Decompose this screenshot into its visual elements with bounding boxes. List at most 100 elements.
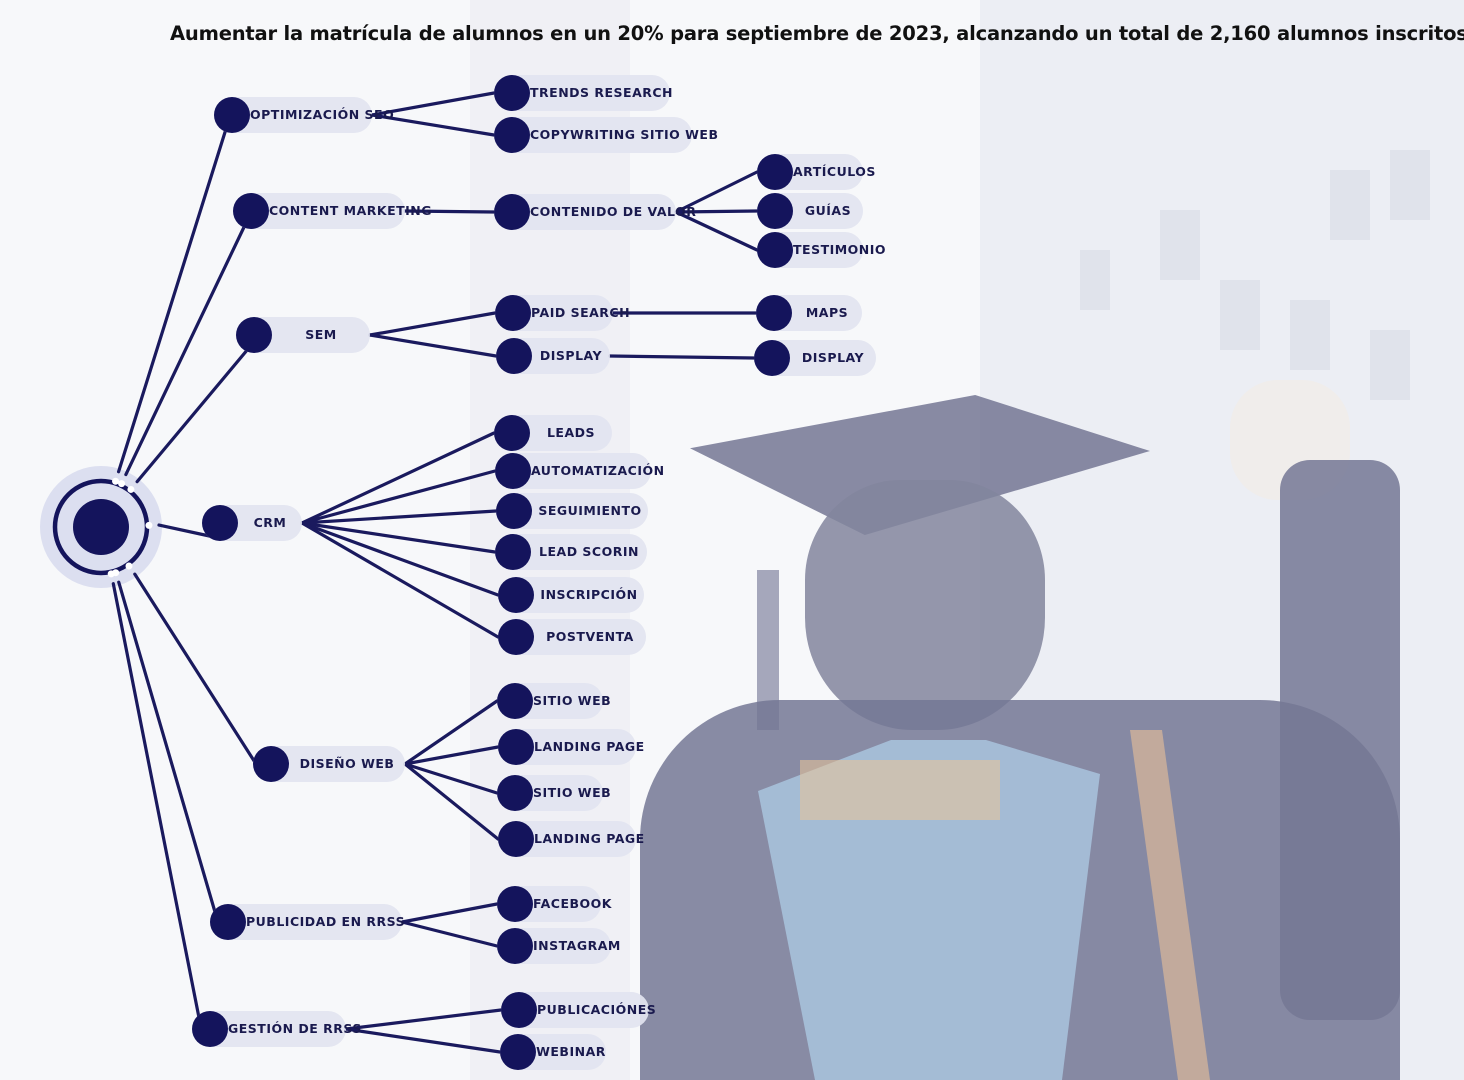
branch-0-child-0-label: TRENDS RESEARCH [530,85,674,100]
branch-2-dot [236,317,272,353]
branch-3-label: CRM [253,515,287,530]
branch-3-child-0-dot [494,415,530,451]
link-branch-2-child-1 [368,333,498,358]
link-root-branch-4 [133,572,267,780]
branch-2-child-0-label: PAID SEARCH [531,305,631,320]
link-root-branch-6 [111,582,206,1045]
branch-5-child-1-dot [497,928,533,964]
branch-5-label: PUBLICIDAD EN RRSS [246,914,406,929]
link-root-branch-0 [116,127,228,474]
branch-4-child-2-dot [497,775,533,811]
link-root-branch-5 [117,580,224,938]
branch-1-child-0-leaf-2-label: TESTIMONIO [793,242,887,257]
link-branch-5-child-0 [400,902,499,924]
link-branch-6-child-1 [344,1027,502,1054]
link-branch-3-child-3 [300,521,497,554]
branch-0-dot [214,97,250,133]
link-root-branch-2 [135,347,250,484]
branch-6-child-1-dot [500,1034,536,1070]
branch-2-label: SEM [305,327,337,342]
branch-2-child-1-dot [496,338,532,374]
branch-0-child-1-dot [494,117,530,153]
branch-4-child-0-label: SITIO WEB [533,693,612,708]
branch-3-child-5-label: POSTVENTA [546,629,634,644]
branch-3-child-2-label: SEGUIMIENTO [538,503,642,518]
hub-marker-3 [145,521,153,529]
link-branch-2-child-0 [368,311,497,337]
link-branch-1-child-0-leaf-1 [674,209,759,214]
branch-3-child-3-label: LEAD SCORIN [539,544,639,559]
branch-1-dot [233,193,269,229]
link-branch-3-child-0 [300,431,496,525]
branch-2-child-0-leaf-0-label: MAPS [805,305,849,320]
branch-6-label: GESTIÓN DE RRSS [228,1021,362,1036]
link-branch-4-child-1 [403,745,500,766]
hub-marker-4 [125,562,133,570]
link-branch-3-child-2 [300,509,498,525]
link-root-branch-1 [124,223,247,477]
link-branch-6-child-0 [344,1008,503,1031]
branch-4-child-1-dot [498,729,534,765]
branch-2-child-0-dot [495,295,531,331]
branch-3-child-4-dot [498,577,534,613]
branch-6-child-1-label: WEBINAR [536,1044,606,1059]
page-title: Aumentar la matrícula de alumnos en un 2… [170,22,1464,45]
branch-3-child-0-label: LEADS [546,425,596,440]
branch-3-child-1-label: AUTOMATIZACIÓN [531,463,665,478]
branch-3-child-4-label: INSCRIPCIÓN [540,587,638,602]
link-branch-3-child-1 [300,469,497,525]
branch-4-child-2-label: SITIO WEB [533,785,612,800]
root-hub-dot [73,499,129,555]
branch-0-child-1-label: COPYWRITING SITIO WEB [530,127,719,142]
branch-5-child-0-label: FACEBOOK [533,896,612,911]
branch-4-label: DISEÑO WEB [299,756,395,771]
link-branch-4-child-0 [403,699,499,766]
branch-5-child-0-dot [497,886,533,922]
branch-1-child-0-leaf-0-label: ARTÍCULOS [793,164,876,179]
branch-1-child-0-leaf-1-label: GUÍAS [804,203,852,218]
hub-marker-0 [112,477,120,485]
branch-6-child-0-label: PUBLICACIÓNES [537,1002,657,1017]
branch-5-child-1-label: INSTAGRAM [533,938,621,953]
branch-6-dot [192,1011,228,1047]
branch-6-child-0-dot [501,992,537,1028]
hub-marker-1 [118,480,126,488]
link-branch-4-child-2 [403,762,499,795]
branch-2-child-1-label: DISPLAY [539,348,603,363]
branch-3-dot [202,505,238,541]
branch-3-child-5-dot [498,619,534,655]
branch-4-child-3-label: LANDING PAGE [534,831,645,846]
branch-1-child-0-leaf-0-dot [757,154,793,190]
branch-1-child-0-leaf-2-dot [757,232,793,268]
branch-4-dot [253,746,289,782]
branch-2-child-1-leaf-0-label: DISPLAY [801,350,865,365]
branch-1-child-0-leaf-1-dot [757,193,793,229]
branch-5-dot [210,904,246,940]
hub-marker-6 [107,570,115,578]
hub-marker-2 [127,485,135,493]
branch-0-child-0-dot [494,75,530,111]
link-branch-0-child-1 [370,113,496,137]
branch-1-child-0-label: CONTENIDO DE VALOR [530,204,697,219]
branch-2-child-0-leaf-0-dot [756,295,792,331]
branch-3-child-3-dot [495,534,531,570]
link-branch-2-child-1-leaf-0 [608,354,756,360]
link-branch-0-child-0 [370,91,496,117]
link-branch-1-child-0 [403,209,496,214]
branch-4-child-0-dot [497,683,533,719]
branch-4-child-1-label: LANDING PAGE [534,739,645,754]
branch-3-child-1-dot [495,453,531,489]
link-branch-4-child-3 [403,762,500,841]
link-root-branch-3 [157,523,216,539]
branch-4-child-3-dot [498,821,534,857]
link-branch-5-child-1 [400,920,499,948]
branch-3-child-2-dot [496,493,532,529]
link-branch-3-child-5 [300,521,500,639]
branch-0-label: OPTIMIZACIÓN SEO [250,107,395,122]
link-branch-3-child-4 [300,521,500,597]
branch-1-child-0-dot [494,194,530,230]
branch-2-child-1-leaf-0-dot [754,340,790,376]
link-branch-1-child-0-leaf-0 [674,170,759,214]
